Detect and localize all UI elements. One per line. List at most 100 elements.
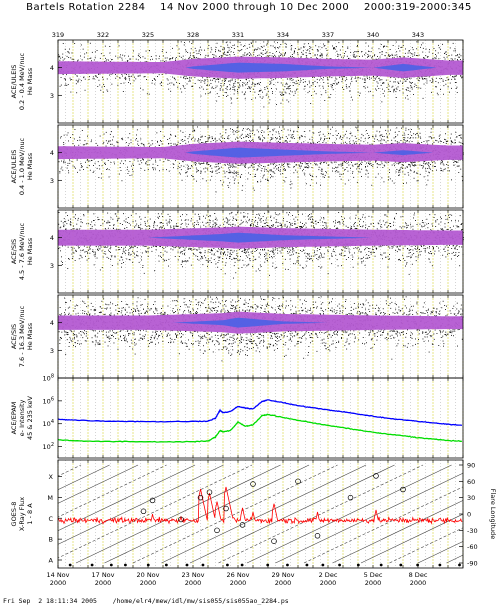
panel-ace-sis-high: 3 4 ACE/SIS 7.6 - 16.3 MeV/nuc He Mass — [10, 294, 464, 379]
rotation-track — [132, 464, 338, 564]
event-dot — [379, 563, 383, 567]
event-dot — [399, 563, 403, 567]
y-tick-label: 106 — [43, 396, 54, 405]
flux-class-label: A — [49, 557, 54, 565]
year-tick-label: 2000 — [275, 579, 292, 587]
y-axis-label: ACE/SIS 7.6 - 16.3 MeV/nuc He Mass — [10, 305, 34, 367]
panel-ace-sis-low: 3 4 ACE/SIS 4.5 - 7.6 MeV/nuc He Mass — [10, 209, 464, 294]
flux-class-label: M — [47, 494, 53, 502]
year-tick-label: 2000 — [185, 579, 202, 587]
longitude-tick-label: -60 — [467, 543, 478, 551]
density-core — [58, 62, 463, 73]
longitude-tick-label: 0 — [467, 511, 471, 519]
footer-timestamp: Fri Sep 2 18:11:34 2005 /home/elr4/mew/i… — [3, 597, 289, 605]
rotation-track — [58, 464, 253, 559]
y-axis-label-line: 45 & 235 keV — [26, 395, 34, 439]
year-tick-label: 2000 — [95, 579, 112, 587]
density-core — [58, 232, 463, 243]
event-dot — [124, 563, 127, 567]
y-axis-label-line: 1 - 8 A — [26, 503, 34, 525]
event-dot — [90, 563, 94, 567]
xray-flux-line — [57, 486, 463, 525]
panel-frame — [57, 209, 464, 294]
event-dot — [286, 563, 289, 567]
y-axis-label-line: ACE/ULEIS — [10, 150, 18, 184]
y-axis-label-line: 7.6 - 16.3 MeV/nuc — [18, 305, 26, 367]
rotation-track — [75, 464, 281, 564]
y-axis-label-line: ACE/SIS — [10, 324, 18, 349]
y-tick-label: 3 — [50, 347, 54, 355]
doy-tick-label: 334 — [277, 31, 289, 39]
doy-tick-label: 343 — [412, 31, 424, 39]
doy-tick-label: 325 — [142, 31, 154, 39]
panel-frame — [57, 124, 464, 209]
date-tick-label: 5 Dec — [364, 571, 383, 579]
event-dot — [338, 563, 341, 567]
y-tick-label: 3 — [50, 262, 54, 270]
rotation-track — [189, 464, 395, 564]
y-axis-label-line: e- Intensity — [18, 399, 26, 436]
rotation-track — [275, 472, 463, 564]
flux-class-label: C — [48, 515, 53, 523]
event-dot — [68, 563, 72, 567]
event-dot — [458, 563, 461, 567]
rotation-track — [303, 486, 463, 564]
panel-frame — [57, 39, 464, 124]
y-tick-label: 4 — [50, 319, 54, 327]
y-tick-label: 4 — [50, 149, 54, 157]
date-tick-label: 20 Nov — [136, 571, 159, 579]
y-axis-label: ACE/ULEIS 0.2 - 0.4 MeV/nuc He Mass — [10, 52, 34, 110]
year-tick-label: 2000 — [410, 579, 427, 587]
longitude-tick-label: 90 — [467, 462, 475, 470]
y-axis-label: ACE/SIS 4.5 - 7.6 MeV/nuc He Mass — [10, 222, 34, 280]
rotation-track — [332, 500, 463, 564]
flare-marker — [250, 481, 256, 487]
y-axis-label-line: ACE/EPAM — [10, 402, 18, 435]
event-dot — [356, 563, 360, 567]
panel-goes-xray: A B C M X 90 60 30 0 -30 -60 -90 Flare Longitude GOES… — [10, 459, 497, 587]
y-axis-label-line: He Mass — [26, 152, 34, 180]
event-dot — [240, 563, 244, 567]
flare-marker — [400, 486, 406, 493]
date-tick-label: 26 Nov — [226, 571, 249, 579]
y-tick-label: 4 — [50, 234, 54, 242]
doy-tick-label: 340 — [367, 31, 379, 39]
y-axis-label-line: He Mass — [26, 237, 34, 265]
flare-marker — [214, 527, 220, 534]
panel-ace-epam: 102 104 106 108 ACE/EPAM e- Intensity 45 & 235… — [10, 374, 464, 459]
y-axis-label-line: GOES-8 — [10, 502, 18, 527]
date-tick-label: 29 Nov — [271, 571, 294, 579]
event-dot — [164, 563, 168, 567]
doy-tick-label: 328 — [187, 31, 199, 39]
flare-marker — [206, 489, 213, 495]
panel-ace-uleis-high: 3 4 ACE/ULEIS 0.4 - 1.0 MeV/nuc He Mass — [10, 124, 464, 209]
year-tick-label: 2000 — [50, 579, 67, 587]
rotation-track — [389, 527, 463, 564]
rotation-track — [58, 464, 110, 491]
longitude-tick-label: 60 — [467, 478, 475, 486]
page-title: Bartels Rotation 2284 14 Nov 2000 throug… — [26, 2, 472, 13]
y-axis-label: ACE/EPAM e- Intensity 45 & 235 keV — [10, 395, 34, 439]
flux-class-label: B — [49, 536, 53, 544]
rotation-track — [218, 464, 424, 564]
year-tick-label: 2000 — [230, 579, 247, 587]
flare-marker — [347, 494, 354, 501]
longitude-tick-label: -30 — [467, 527, 478, 535]
rotation-track — [104, 464, 310, 564]
y-axis-label: ACE/ULEIS 0.4 - 1.0 MeV/nuc He Mass — [10, 137, 34, 195]
longitude-tick-label: -90 — [467, 560, 478, 568]
event-dot — [416, 563, 420, 567]
panel-frame — [57, 459, 464, 569]
rotation-track — [58, 464, 139, 504]
longitude-tick-label: 30 — [467, 494, 475, 502]
epam-high-channel-line — [57, 399, 463, 427]
event-dot — [321, 563, 325, 567]
right-axis-label: Flare Longitude — [489, 489, 497, 539]
y-axis-label-line: ACE/SIS — [10, 239, 18, 264]
y-tick-label: 104 — [43, 419, 54, 428]
rotation-track — [246, 464, 452, 564]
flare-marker — [178, 516, 184, 523]
y-tick-label: 3 — [50, 92, 54, 100]
y-tick-label: 102 — [43, 442, 54, 451]
flare-marker — [223, 505, 229, 512]
